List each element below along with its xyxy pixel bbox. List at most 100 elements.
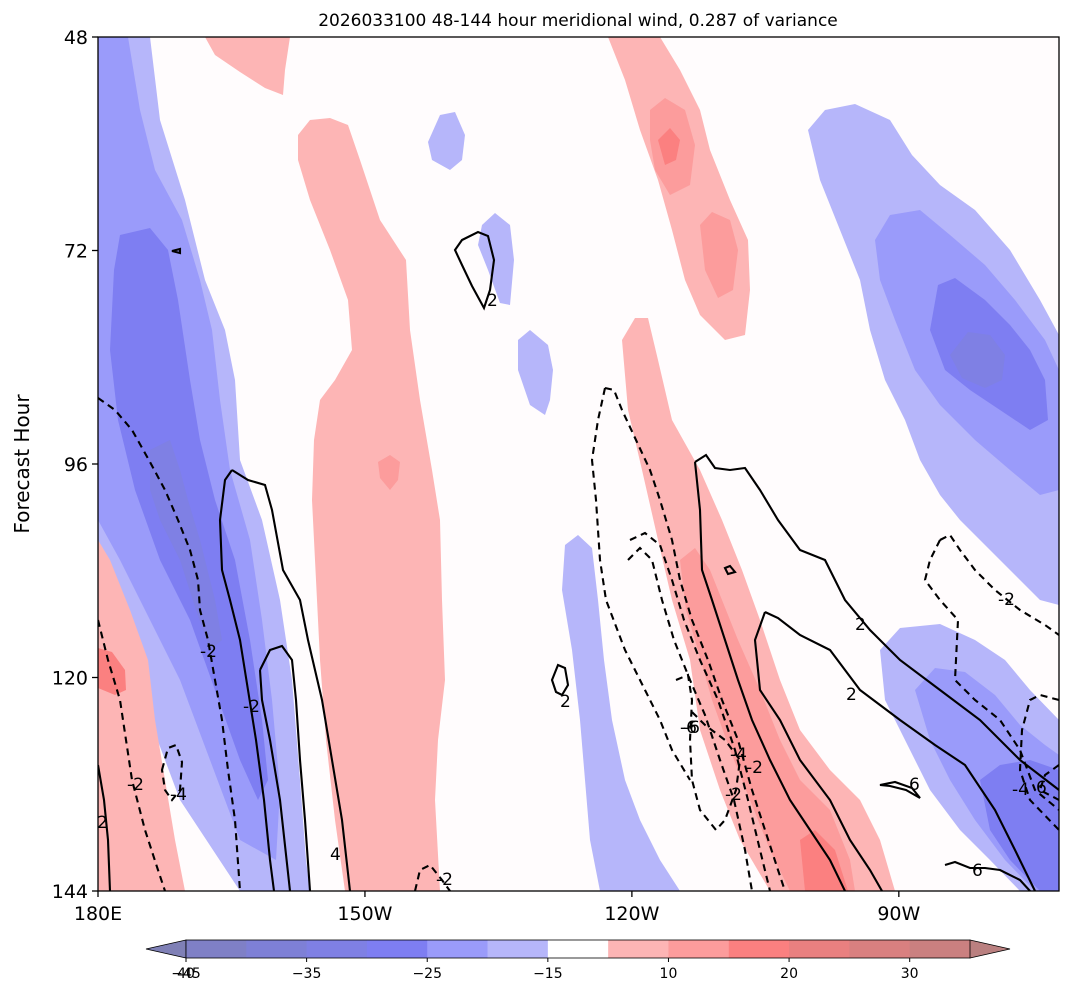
colorbar-extend-max — [969, 939, 1011, 959]
contour-label: 6 — [909, 775, 920, 795]
contour-label: -2 — [998, 590, 1015, 610]
contour-pos-small-2 — [723, 564, 737, 576]
contour-pos-right-2 — [693, 461, 846, 891]
colorbar-extend-min — [145, 939, 187, 959]
line-contours — [98, 230, 1059, 891]
colorbar-segment — [789, 940, 850, 958]
pos-upper-right-core — [658, 128, 680, 165]
colorbar-segment — [728, 940, 790, 958]
contour-label: 2 — [855, 615, 866, 635]
colorbar-segment — [186, 940, 247, 958]
contour-pos-center-small — [550, 663, 570, 697]
colorbar-segment — [849, 940, 911, 958]
y-tick-label: 120 — [52, 668, 88, 690]
contour-neg-center-mid — [629, 531, 772, 891]
contour-label: 6 — [1036, 778, 1047, 798]
contour-neg6 — [675, 673, 742, 832]
contour-pos-right-6 — [944, 860, 1031, 891]
contour-pos-right-5 — [879, 780, 921, 799]
colorbar-tick-label: 20 — [780, 966, 798, 982]
x-tick-label: 120W — [604, 903, 659, 925]
contour-pos-right-4 — [753, 611, 883, 891]
colorbar-tick-label: 10 — [660, 966, 678, 982]
contour-label: 2 — [846, 685, 857, 705]
contour-label: -4 — [730, 745, 747, 765]
contour-neg-left-inner — [98, 619, 166, 891]
contour-neg-right-3 — [1018, 693, 1059, 831]
contour-label: -6 — [683, 718, 700, 738]
y-axis: 48 72 96 120 144 — [52, 27, 98, 903]
y-tick-label: 48 — [64, 27, 88, 49]
contour-pos-mid-4 — [258, 669, 292, 891]
pos-top-left — [205, 37, 290, 95]
colorbar-tick-label: −35 — [292, 966, 322, 982]
colorbar-tick-label: −15 — [533, 966, 563, 982]
colorbar-segment — [487, 940, 549, 958]
neg-lower-right-inner — [980, 760, 1059, 891]
y-tick-label: 96 — [64, 454, 88, 476]
neg-band-left-core — [150, 440, 222, 650]
colorbar-segment — [427, 940, 489, 958]
colorbar-tick-label: −25 — [412, 966, 442, 982]
chart-title: 2026033100 48-144 hour meridional wind, … — [318, 11, 838, 31]
contour-neg-bottom — [413, 863, 451, 891]
neg-right-core — [950, 332, 1005, 388]
contour-neg-small — [160, 743, 184, 802]
x-tick-label: 150W — [337, 903, 392, 925]
pos-band-center-spot — [378, 455, 400, 490]
contour-pos-left — [98, 764, 112, 891]
contour-label: 4 — [330, 845, 341, 865]
neg-blob-3 — [518, 330, 553, 415]
contour-neg-left-outer — [98, 397, 242, 891]
colorbar-segment — [246, 940, 308, 958]
colorbar: −45 −35 −25 −15 10 20 30 40 — [145, 939, 1011, 982]
contour-label: 2 — [487, 291, 498, 311]
contour-pos-small — [171, 247, 182, 255]
contour-label: -6 — [680, 718, 697, 738]
colorbar-segment — [306, 940, 368, 958]
contour-label: 2 — [97, 813, 108, 833]
contour-label: -4 — [170, 785, 187, 805]
colorbar-segment — [909, 940, 971, 958]
pos-upper-right-spot — [700, 212, 738, 298]
y-axis-label: Forecast Hour — [10, 394, 34, 534]
neg-blob-1 — [428, 112, 465, 170]
colorbar-segment — [668, 940, 730, 958]
colorbar-tick-label: 40 — [177, 966, 195, 982]
contour-label: -4 — [1012, 780, 1029, 800]
pos-lower-band-core — [800, 830, 848, 891]
neg-lower-center — [562, 535, 680, 891]
colorbar-frame — [185, 939, 971, 959]
contour-label: -2 — [436, 870, 453, 890]
colorbar-segment — [608, 940, 669, 958]
contour-pos-mid-3 — [259, 644, 312, 891]
contour-label: 6 — [972, 861, 983, 881]
contour-label: -2 — [746, 758, 763, 778]
x-tick-label: 180E — [74, 903, 122, 925]
contour-pos-right-1 — [694, 453, 1059, 791]
contour-pos-top — [453, 230, 496, 311]
y-tick-label: 72 — [64, 241, 88, 263]
contour-label: 2 — [560, 692, 571, 712]
pos-lower-band — [622, 318, 895, 891]
contour-label: -2 — [725, 785, 742, 805]
contour-neg-right — [939, 533, 1059, 636]
contour-pos-right-3 — [764, 611, 1036, 891]
contour-label: -2 — [243, 697, 260, 717]
pos-left-edge — [98, 540, 185, 891]
colorbar-segment — [547, 940, 609, 958]
x-axis: 180E150W120W90W60W — [74, 891, 921, 925]
contour-label: -2 — [200, 642, 217, 662]
colorbar-tick-label: 30 — [901, 966, 919, 982]
x-tick-label: 90W — [877, 903, 920, 925]
colorbar-tick-label: −45 — [171, 966, 201, 982]
y-tick-label: 144 — [52, 881, 88, 903]
contour-neg-center-outer — [604, 386, 786, 891]
contour-pos-mid — [218, 469, 276, 891]
colorbar-segment — [366, 940, 428, 958]
contour-pos-mid-2 — [231, 469, 352, 891]
contour-neg-right-4 — [1038, 764, 1059, 801]
contour-labels: 2 2 2 -2 -2 -2 -2 -2 4 -4 -4 -6 6 6 6 2 … — [97, 291, 1047, 890]
contour-neg-center-inner — [627, 546, 754, 891]
